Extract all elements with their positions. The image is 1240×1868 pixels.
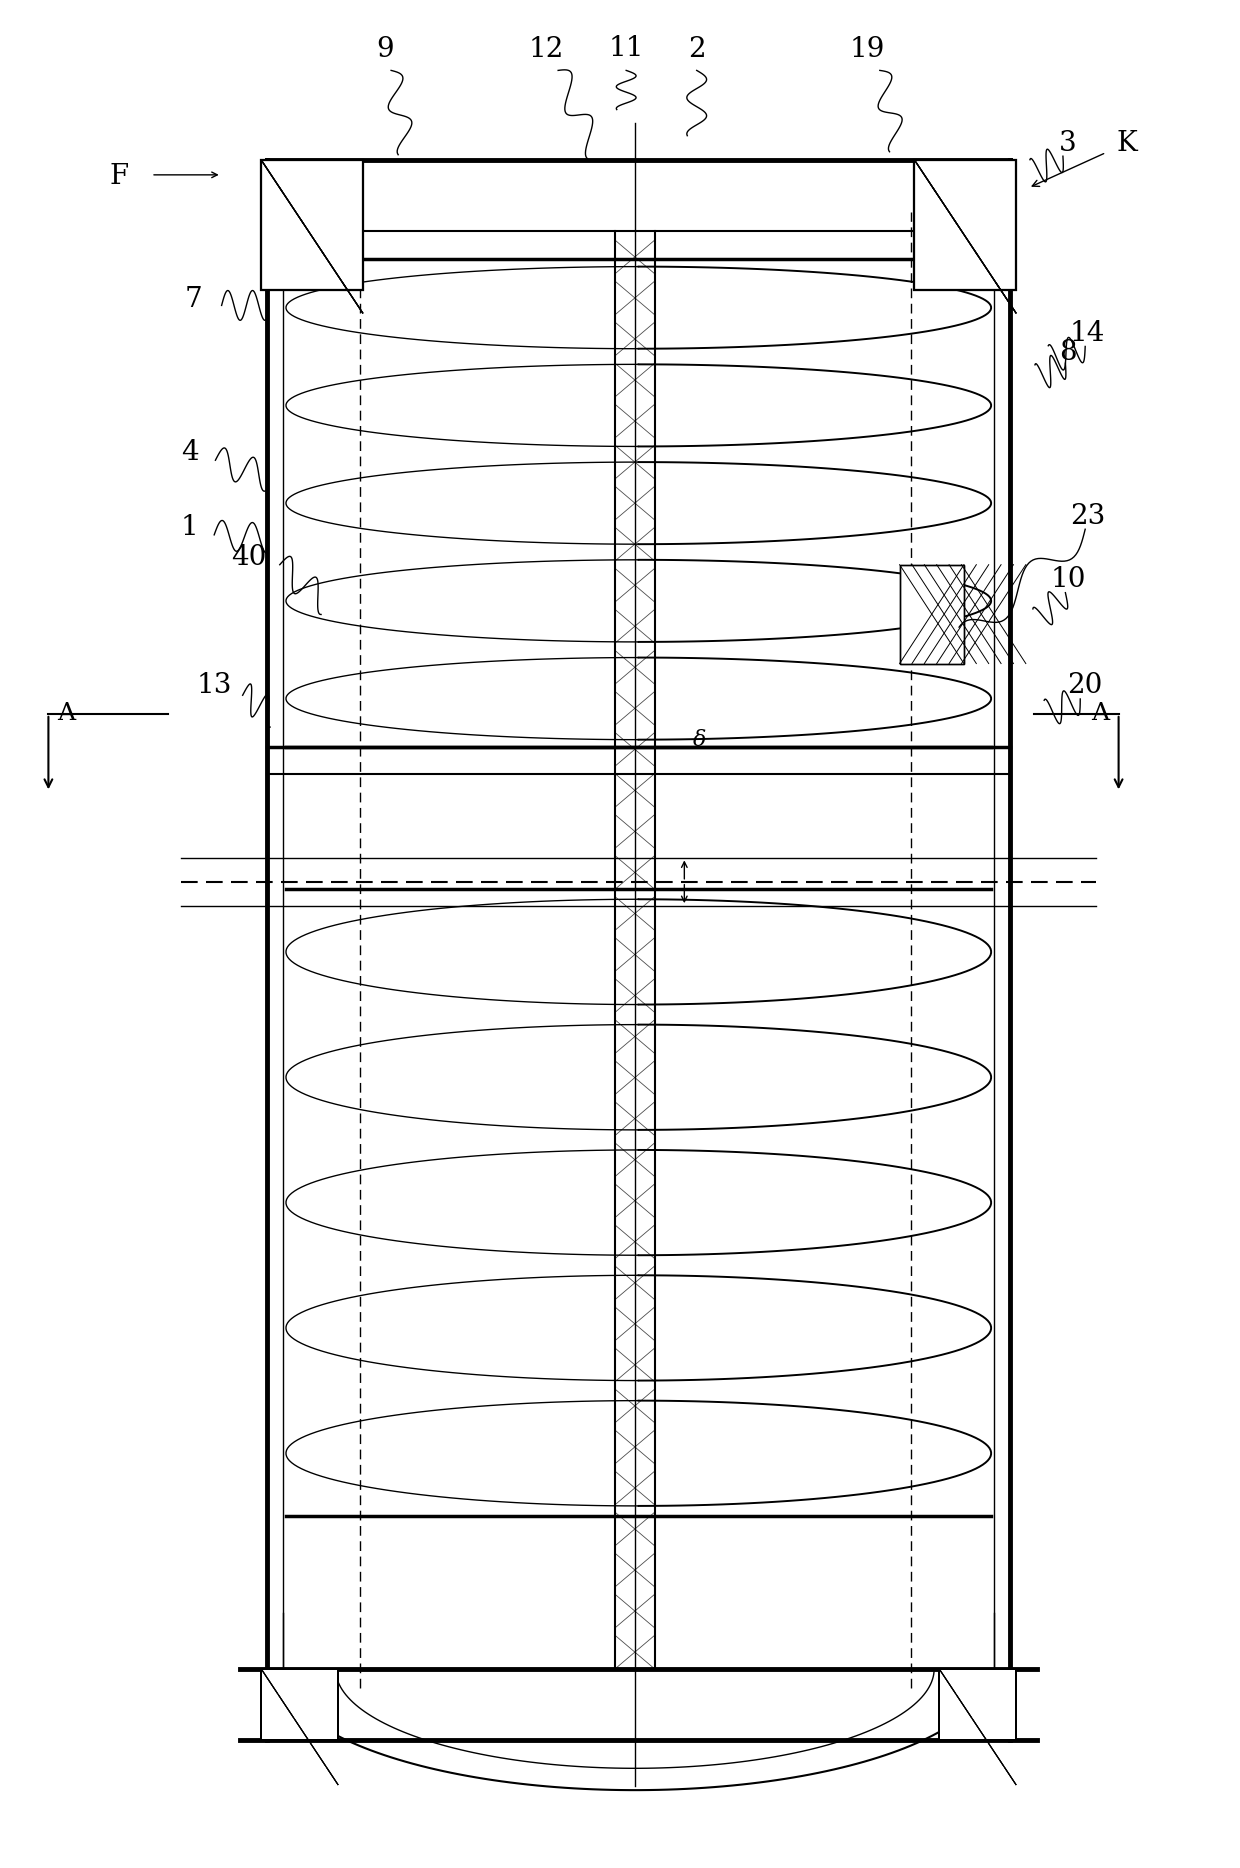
Bar [899,564,963,663]
Text: 19: 19 [849,35,885,64]
Text: δ: δ [692,729,706,751]
Text: 20: 20 [1068,672,1102,699]
Text: F: F [109,163,129,191]
Text: 40: 40 [231,544,267,572]
Text: 2: 2 [688,35,706,64]
Bar [262,161,362,291]
Text: 11: 11 [609,34,644,62]
Text: A: A [57,702,74,725]
Text: 4: 4 [181,439,198,467]
Text: 13: 13 [196,672,232,699]
Text: 12: 12 [528,35,563,64]
Bar [914,161,1016,291]
Bar [939,1668,1016,1739]
Text: 9: 9 [376,35,394,64]
Text: 3: 3 [1059,129,1076,157]
Text: 1: 1 [181,514,198,542]
Text: 23: 23 [1070,502,1105,531]
Bar [262,1668,339,1739]
Text: K: K [1117,129,1137,157]
Text: 10: 10 [1050,566,1086,594]
Text: 8: 8 [1059,338,1076,366]
Text: 7: 7 [185,286,202,314]
Text: A: A [1091,702,1109,725]
Bar [899,564,963,663]
Text: 14: 14 [1070,319,1105,347]
